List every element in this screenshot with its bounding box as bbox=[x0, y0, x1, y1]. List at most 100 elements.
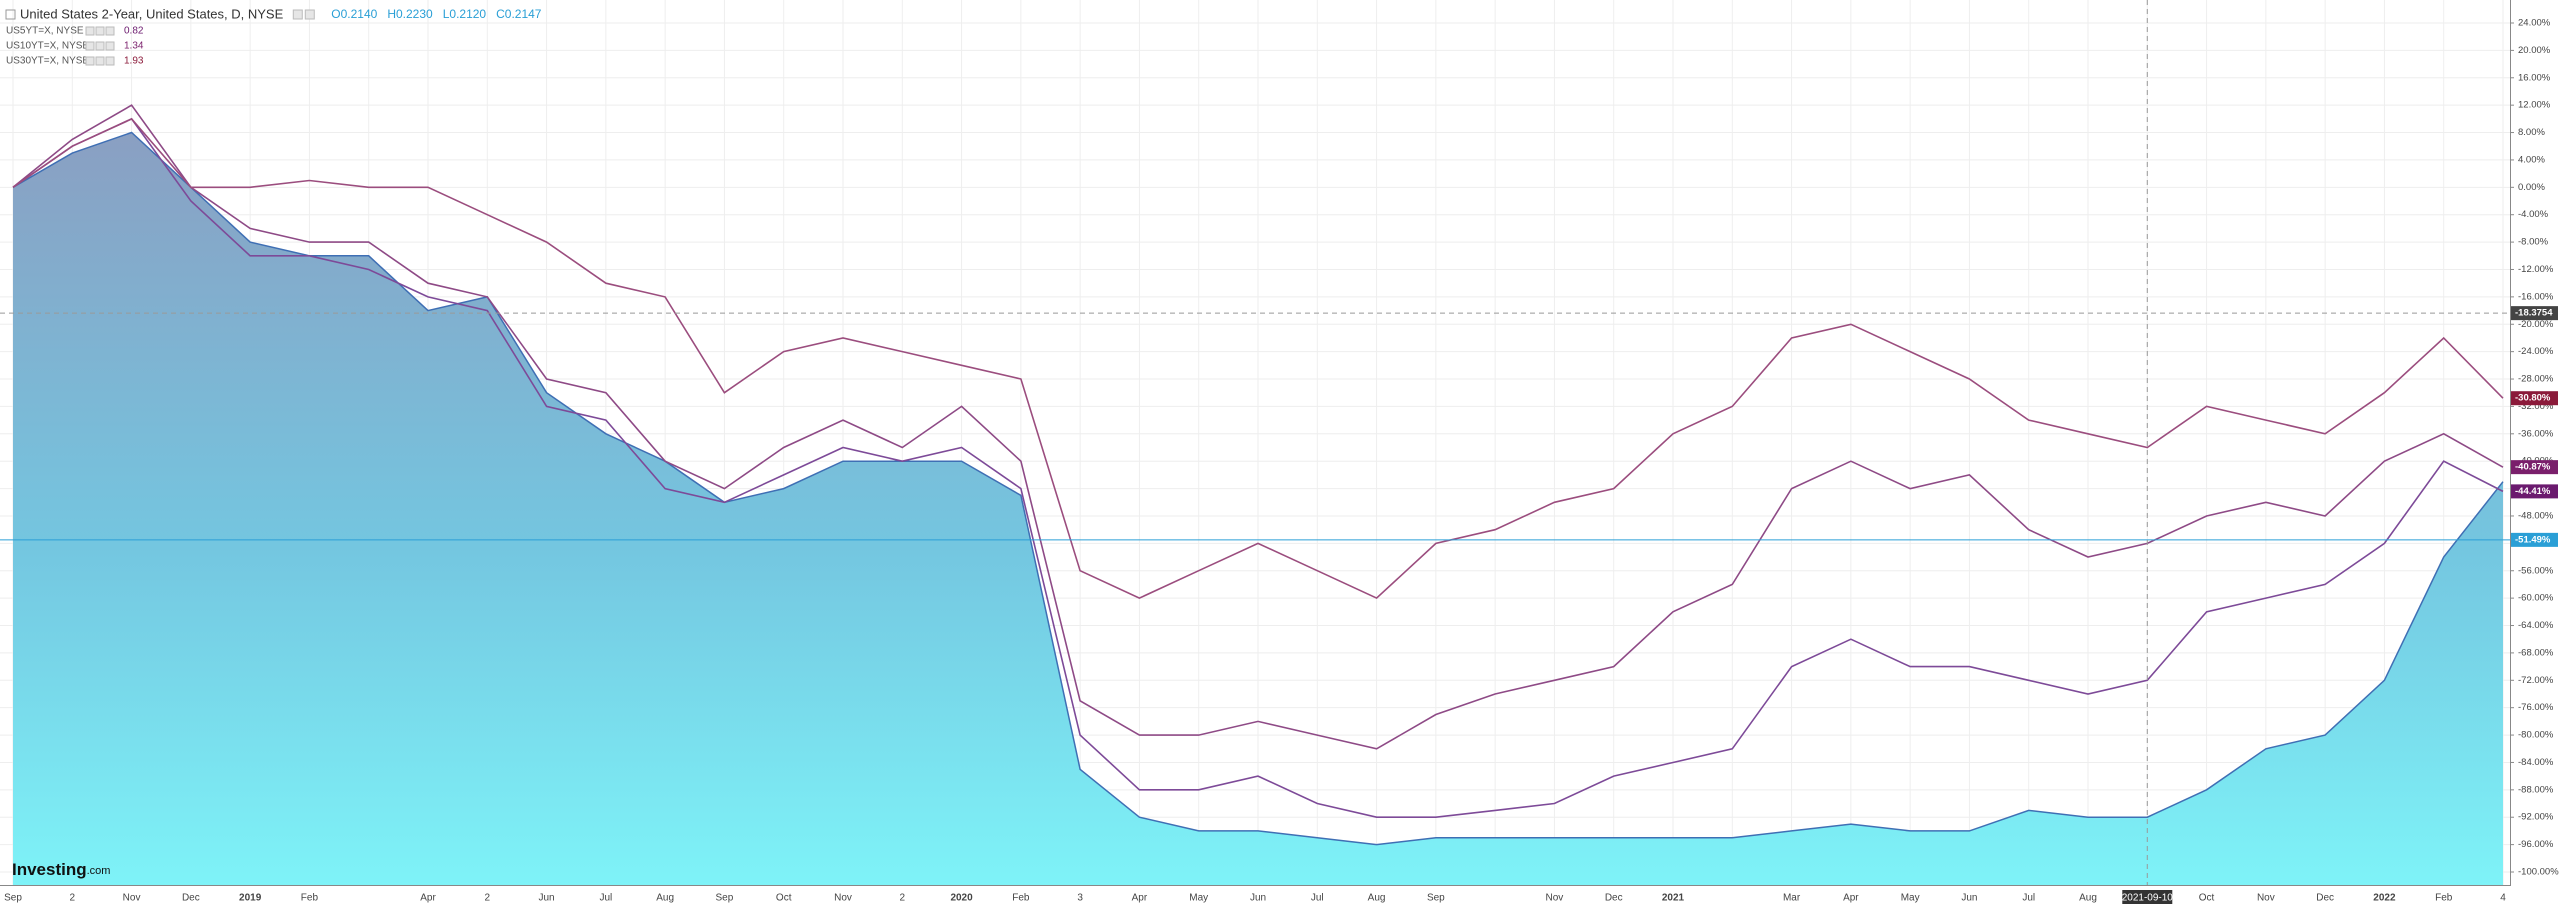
x-tick-label: 2019 bbox=[239, 893, 262, 904]
x-tick-label: Jun bbox=[1961, 893, 1977, 904]
x-tick-label: Apr bbox=[1132, 893, 1148, 904]
x-tick-label: Aug bbox=[1368, 893, 1386, 904]
ohlc-item: H0.2230 bbox=[387, 7, 433, 21]
crosshair-x-box bbox=[2122, 890, 2173, 904]
y-tick-label: -96.00% bbox=[2518, 839, 2554, 850]
legend-value: 1.93 bbox=[124, 56, 144, 67]
y-tick-label: -8.00% bbox=[2518, 237, 2549, 248]
legend-title: United States 2-Year, United States, D, … bbox=[20, 6, 284, 21]
ohlc-value: 0.2230 bbox=[396, 7, 433, 21]
y-tick-label: -32.00% bbox=[2518, 401, 2554, 412]
reference-label: -51.49% bbox=[2515, 534, 2551, 545]
ohlc: O0.2140 H0.2230 L0.2120 C0.2147 bbox=[292, 7, 542, 21]
legend-button[interactable] bbox=[85, 56, 95, 66]
ohlc-value: 0.2140 bbox=[341, 7, 378, 21]
end-label: -30.80% bbox=[2515, 393, 2551, 404]
end-label-box bbox=[2511, 484, 2558, 499]
x-tick-label: Aug bbox=[2079, 893, 2097, 904]
x-tick-label: Aug bbox=[656, 893, 674, 904]
y-tick-label: -48.00% bbox=[2518, 510, 2554, 521]
legend-button[interactable] bbox=[105, 56, 115, 66]
x-tick-label: Dec bbox=[2316, 893, 2334, 904]
x-tick-label: Apr bbox=[420, 893, 436, 904]
y-tick-label: -36.00% bbox=[2518, 428, 2554, 439]
y-tick-label: -84.00% bbox=[2518, 757, 2554, 768]
x-tick-label: 2 bbox=[70, 893, 76, 904]
x-tick-label: Sep bbox=[4, 893, 22, 904]
x-tick-label: Sep bbox=[1427, 893, 1445, 904]
reference-label-box bbox=[2511, 532, 2558, 547]
legend-button[interactable] bbox=[95, 41, 105, 51]
x-tick-label: 4 bbox=[2500, 893, 2506, 904]
legend-button[interactable] bbox=[304, 9, 315, 20]
legend-name: US30YT=X, NYSE bbox=[6, 56, 89, 67]
collapse-icon[interactable] bbox=[5, 9, 16, 20]
axes: 24.00% 20.00% 16.00% 12.00% 8.00% 4.00% 0.00% -… bbox=[4, 18, 2559, 904]
y-tick-label: -76.00% bbox=[2518, 702, 2554, 713]
y-tick-label: -4.00% bbox=[2518, 209, 2549, 220]
end-label: -44.41% bbox=[2515, 486, 2551, 497]
y-tick-label: -72.00% bbox=[2518, 675, 2554, 686]
y-tick-label: -12.00% bbox=[2518, 264, 2554, 275]
x-tick-label: Mar bbox=[1783, 893, 1801, 904]
y-tick-label: -80.00% bbox=[2518, 730, 2554, 741]
legend-button[interactable] bbox=[105, 41, 115, 51]
legend-value: 1.34 bbox=[124, 41, 144, 52]
crosshair-y-label: -18.3754 bbox=[2515, 308, 2553, 319]
legend-button[interactable] bbox=[105, 26, 115, 36]
y-tick-label: -68.00% bbox=[2518, 647, 2554, 658]
x-tick-label: Nov bbox=[123, 893, 141, 904]
logo: Investing.com bbox=[12, 860, 110, 879]
y-tick-label: -92.00% bbox=[2518, 812, 2554, 823]
x-tick-label: 2021 bbox=[1662, 893, 1685, 904]
legend-name: US5YT=X, NYSE bbox=[6, 26, 84, 37]
area bbox=[13, 132, 2503, 885]
y-tick-label: 4.00% bbox=[2518, 154, 2545, 165]
y-tick-label: -100.00% bbox=[2518, 867, 2559, 878]
y-tick-label: 24.00% bbox=[2518, 18, 2551, 29]
y-tick-label: -28.00% bbox=[2518, 374, 2554, 385]
legend-button[interactable] bbox=[85, 41, 95, 51]
x-tick-label: 2021-09-10 bbox=[2122, 893, 2174, 904]
x-axis-line bbox=[0, 885, 2511, 886]
legend-button[interactable] bbox=[85, 26, 95, 36]
legend-series: US5YT=X, NYSE 0.82 US10YT=X, NYSE 1.34 US30Y… bbox=[6, 26, 144, 67]
legend-button[interactable] bbox=[95, 56, 105, 66]
end-label: -40.87% bbox=[2515, 462, 2551, 473]
x-tick-label: 2020 bbox=[950, 893, 973, 904]
area-line bbox=[12, 131, 2504, 846]
y-tick-label: -56.00% bbox=[2518, 565, 2554, 576]
x-tick-label: Oct bbox=[2199, 893, 2215, 904]
y-tick-label: -16.00% bbox=[2518, 291, 2554, 302]
ohlc-item: C0.2147 bbox=[496, 7, 542, 21]
x-tick-label: Apr bbox=[1843, 893, 1859, 904]
x-tick-label: Nov bbox=[1546, 893, 1564, 904]
x-tick-label: Jul bbox=[599, 893, 612, 904]
ohlc-value: 0.2120 bbox=[449, 7, 486, 21]
legend-value: 0.82 bbox=[124, 26, 144, 37]
y-tick-label: -60.00% bbox=[2518, 593, 2554, 604]
legend-button[interactable] bbox=[95, 26, 105, 36]
end-label-box bbox=[2511, 391, 2558, 406]
legend-name: US10YT=X, NYSE bbox=[6, 41, 89, 52]
y-tick-label: -20.00% bbox=[2518, 319, 2554, 330]
x-tick-label: Feb bbox=[1012, 893, 1030, 904]
x-tick-label: Oct bbox=[776, 893, 792, 904]
x-tick-label: Feb bbox=[301, 893, 319, 904]
legend-button[interactable] bbox=[292, 9, 303, 20]
x-tick-label: Nov bbox=[2257, 893, 2275, 904]
series-line bbox=[12, 117, 2504, 600]
x-tick-label: Jul bbox=[2022, 893, 2035, 904]
ohlc-item: L0.2120 bbox=[443, 7, 487, 21]
x-tick-label: Dec bbox=[1605, 893, 1623, 904]
x-tick-label: Jun bbox=[539, 893, 555, 904]
ohlc-key: H bbox=[387, 7, 396, 21]
y-tick-label: 8.00% bbox=[2518, 127, 2545, 138]
series-line bbox=[12, 104, 2504, 750]
x-tick-label: 2 bbox=[485, 893, 491, 904]
logo-suffix: .com bbox=[87, 865, 111, 877]
x-tick-label: Dec bbox=[182, 893, 200, 904]
crosshair-y-box bbox=[2511, 306, 2558, 321]
ohlc-item: O0.2140 bbox=[331, 7, 377, 21]
